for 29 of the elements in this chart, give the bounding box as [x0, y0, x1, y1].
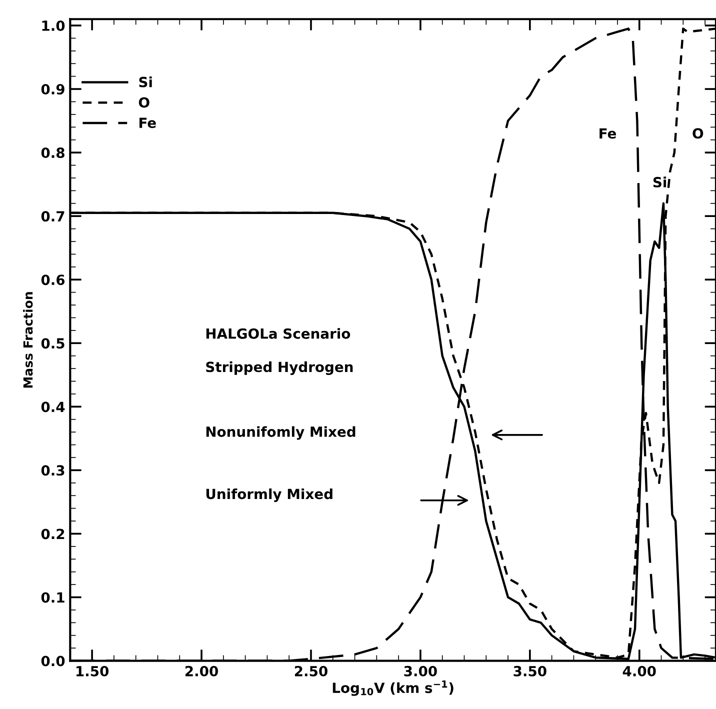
x-tick-label: 2.00 [185, 666, 218, 676]
legend-label: Fe [140, 118, 156, 128]
y-axis-title: Mass Fraction [23, 292, 33, 388]
annotation: O [692, 128, 704, 139]
x-tick-label: 1.50 [76, 666, 109, 676]
y-tick-label: 0.0 [41, 656, 65, 666]
y-tick-label: 0.7 [41, 211, 64, 222]
annotation: Fe [600, 128, 616, 139]
y-tick-label: 0.2 [41, 528, 64, 540]
annotation: Nonunifomly Mixed [206, 426, 356, 440]
y-tick-label: 0.8 [41, 148, 64, 158]
legend-label: Si [139, 76, 152, 88]
y-tick-label: 0.6 [41, 274, 65, 286]
annotation: Si [653, 176, 666, 188]
x-axis-title: Log$_{10}$V (km s$^{−1}$) [332, 680, 454, 696]
annotation: Uniformly Mixed [206, 488, 332, 502]
y-tick-label: 0.5 [41, 338, 64, 349]
annotation: HALGOLa Scenario [206, 328, 350, 339]
y-tick-label: 1.0 [42, 20, 65, 31]
legend-label: O [138, 97, 150, 108]
y-tick-label: 0.1 [41, 592, 64, 603]
x-tick-label: 3.00 [404, 666, 437, 676]
y-tick-label: 0.3 [41, 465, 64, 476]
y-tick-label: 0.4 [41, 402, 65, 412]
annotation: Stripped Hydrogen [206, 361, 353, 375]
y-tick-label: 0.9 [41, 84, 64, 94]
x-tick-label: 2.50 [294, 666, 328, 676]
x-tick-label: 3.50 [514, 666, 546, 676]
x-tick-label: 4.00 [622, 666, 656, 676]
